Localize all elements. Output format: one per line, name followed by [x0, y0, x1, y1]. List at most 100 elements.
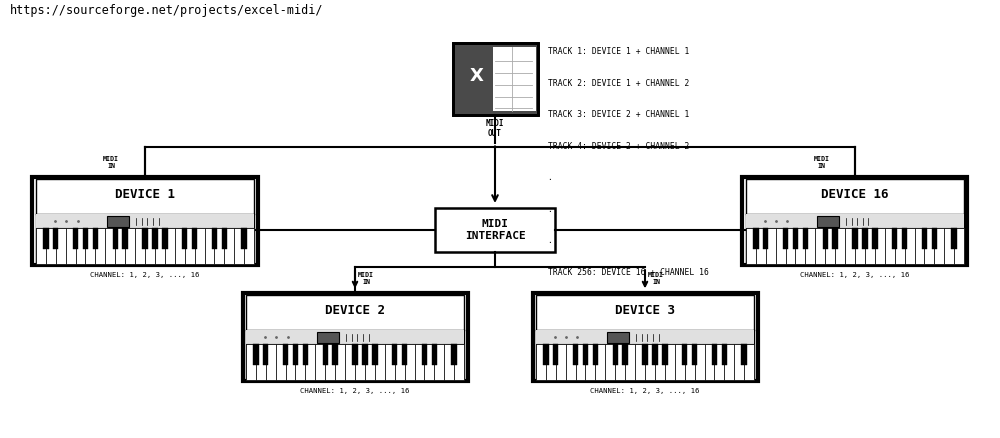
Bar [36, 228, 46, 264]
Bar [714, 344, 724, 380]
Bar [566, 344, 576, 380]
Bar [95, 228, 105, 264]
Bar [744, 344, 754, 380]
Bar [444, 344, 454, 380]
Bar [576, 344, 585, 380]
Bar [951, 228, 957, 249]
Text: .: . [548, 173, 552, 182]
Bar [635, 344, 645, 380]
Bar [875, 228, 885, 264]
Bar [954, 228, 964, 264]
Bar [424, 344, 434, 380]
Bar [385, 344, 395, 380]
Bar [246, 344, 464, 380]
Bar [776, 228, 786, 264]
Bar [546, 344, 556, 380]
FancyBboxPatch shape [317, 332, 339, 343]
Bar [622, 344, 628, 365]
Bar [746, 228, 964, 264]
Bar [783, 228, 788, 249]
Bar [256, 344, 266, 380]
Bar [746, 228, 756, 264]
Bar [122, 228, 128, 249]
Bar [724, 344, 734, 380]
Bar [613, 344, 618, 365]
Bar [372, 344, 378, 365]
Bar [741, 344, 747, 365]
Text: DEVICE 1: DEVICE 1 [115, 188, 175, 201]
Bar [36, 228, 254, 264]
Bar [845, 228, 855, 264]
Bar [695, 344, 705, 380]
FancyBboxPatch shape [746, 179, 964, 264]
Bar [392, 344, 397, 365]
Bar [303, 344, 308, 365]
Bar [345, 344, 355, 380]
Bar [722, 344, 727, 365]
FancyBboxPatch shape [817, 215, 839, 227]
Bar [185, 228, 195, 264]
FancyBboxPatch shape [107, 215, 129, 227]
Text: DEVICE 2: DEVICE 2 [325, 304, 385, 318]
Text: DEVICE 16: DEVICE 16 [821, 188, 889, 201]
Bar [402, 344, 407, 365]
Bar [362, 344, 368, 365]
Bar [212, 228, 217, 249]
Bar [365, 344, 375, 380]
FancyBboxPatch shape [493, 47, 536, 111]
Bar [766, 228, 776, 264]
Bar [66, 228, 76, 264]
Text: MIDI
IN: MIDI IN [103, 156, 119, 169]
Bar [266, 344, 276, 380]
Bar [113, 228, 118, 249]
Text: X: X [469, 67, 483, 85]
Bar [872, 228, 878, 249]
Bar [593, 344, 598, 365]
Bar [222, 228, 227, 249]
Text: TRACK 4: DEVICE 2 + CHANNEL 2: TRACK 4: DEVICE 2 + CHANNEL 2 [548, 142, 689, 151]
FancyBboxPatch shape [607, 332, 629, 343]
Bar [746, 214, 964, 228]
Bar [536, 330, 754, 344]
Bar [244, 228, 254, 264]
Bar [675, 344, 685, 380]
Text: https://sourceforge.net/projects/excel-midi/: https://sourceforge.net/projects/excel-m… [10, 4, 324, 18]
Bar [585, 344, 595, 380]
Bar [793, 228, 798, 249]
Bar [753, 228, 759, 249]
Bar [645, 344, 655, 380]
Bar [642, 344, 648, 365]
Bar [932, 228, 937, 249]
Bar [451, 344, 457, 365]
Bar [125, 228, 135, 264]
Bar [662, 344, 668, 365]
Bar [825, 228, 835, 264]
Bar [553, 344, 558, 365]
FancyBboxPatch shape [536, 295, 754, 380]
Bar [573, 344, 578, 365]
Bar [944, 228, 954, 264]
Bar [934, 228, 944, 264]
Bar [852, 228, 858, 249]
Bar [182, 228, 187, 249]
Bar [286, 344, 295, 380]
Bar [355, 344, 365, 380]
FancyBboxPatch shape [452, 43, 538, 115]
Bar [454, 344, 464, 380]
Bar [905, 228, 915, 264]
Bar [192, 228, 197, 249]
Bar [795, 228, 805, 264]
Bar [763, 228, 768, 249]
FancyBboxPatch shape [242, 293, 468, 381]
Bar [276, 344, 286, 380]
Bar [803, 228, 808, 249]
Text: .: . [548, 205, 552, 214]
Bar [712, 344, 717, 365]
Bar [115, 228, 125, 264]
Bar [705, 344, 714, 380]
Bar [175, 228, 185, 264]
Bar [145, 228, 155, 264]
Bar [142, 228, 148, 249]
Bar [325, 344, 335, 380]
Bar [536, 344, 546, 380]
